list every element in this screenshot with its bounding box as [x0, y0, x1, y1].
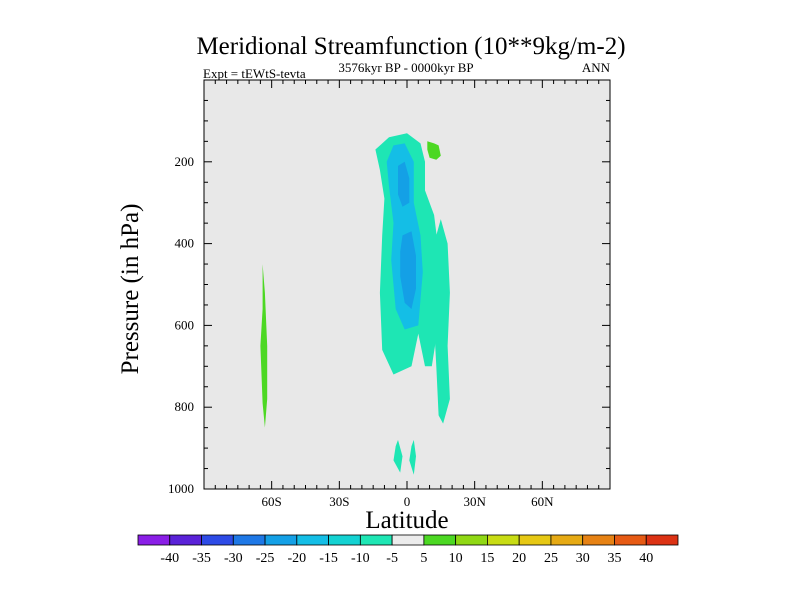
colorbar-label: 10: [449, 551, 463, 566]
colorbar-swatch: [232, 534, 266, 546]
colorbar-swatch: [645, 534, 679, 546]
y-tick-label: 1000: [168, 481, 194, 496]
colorbar-swatch: [391, 534, 425, 546]
colorbar-swatch: [296, 534, 329, 546]
colorbar-swatch: [487, 534, 520, 546]
y-tick-label: 200: [175, 154, 195, 169]
colorbar-swatch: [518, 534, 552, 546]
x-tick-label: 30S: [329, 494, 349, 509]
colorbar-swatch: [137, 534, 171, 546]
y-tick-label: 400: [175, 236, 195, 251]
colorbar-swatch: [614, 534, 647, 546]
colorbar-swatch: [582, 534, 615, 546]
contour-region-1: [434, 219, 450, 424]
colorbar-label: -35: [192, 551, 211, 566]
season-label: ANN: [582, 60, 611, 75]
x-tick-label: 60S: [262, 494, 282, 509]
y-axis-label: Pressure (in hPa): [117, 204, 144, 375]
colorbar-label: -5: [386, 551, 398, 566]
y-tick-label: 600: [175, 317, 195, 332]
colorbar-label: 35: [607, 551, 621, 566]
period-label: 3576kyr BP - 0000kyr BP: [338, 60, 473, 75]
colorbar-swatch: [359, 534, 393, 546]
chart-title: Meridional Streamfunction (10**9kg/m-2): [196, 33, 625, 60]
contour-region-5: [398, 161, 410, 207]
contour-region-8: [260, 264, 268, 428]
colorbar-label: -30: [224, 551, 243, 566]
colorbar-swatch: [423, 534, 457, 546]
colorbar-swatch: [328, 534, 361, 546]
colorbar-label: 40: [639, 551, 653, 566]
colorbar-label: -40: [160, 551, 179, 566]
x-axis-label: Latitude: [365, 507, 448, 534]
x-tick-label: 0: [404, 494, 411, 509]
x-tick-label: 60N: [531, 494, 554, 509]
colorbar-label: -15: [319, 551, 338, 566]
colorbar-label: 20: [512, 551, 526, 566]
colorbar-swatch: [169, 534, 202, 546]
experiment-label: Expt = tEWtS-tevta: [203, 66, 306, 81]
contour-region-7: [427, 141, 441, 160]
colorbar-swatch: [455, 534, 488, 546]
colorbar-label: -25: [256, 551, 275, 566]
colorbar-label: 30: [576, 551, 590, 566]
x-tick-label: 30N: [463, 494, 486, 509]
y-tick-label: 800: [175, 399, 195, 414]
contour-region-2: [393, 439, 403, 473]
colorbar-swatch: [201, 534, 234, 546]
colorbar-swatch: [264, 534, 298, 546]
colorbar-label: -20: [287, 551, 306, 566]
colorbar-label: 5: [420, 551, 427, 566]
contour-region-6: [400, 231, 416, 309]
colorbar: -40 -35 -30 -25 -20 -15 -10 -5 5 10 15 20 25 30 35 40: [137, 534, 679, 566]
axis-ticks: 60S 30S 0 30N 60N 200 400 600 800 1000: [168, 79, 611, 509]
colorbar-label: 15: [480, 551, 494, 566]
colorbar-label: -10: [351, 551, 370, 566]
colorbar-swatch: [550, 534, 584, 546]
contour-region-3: [409, 439, 416, 475]
colorbar-label: 25: [544, 551, 558, 566]
contour-regions: [260, 133, 450, 475]
